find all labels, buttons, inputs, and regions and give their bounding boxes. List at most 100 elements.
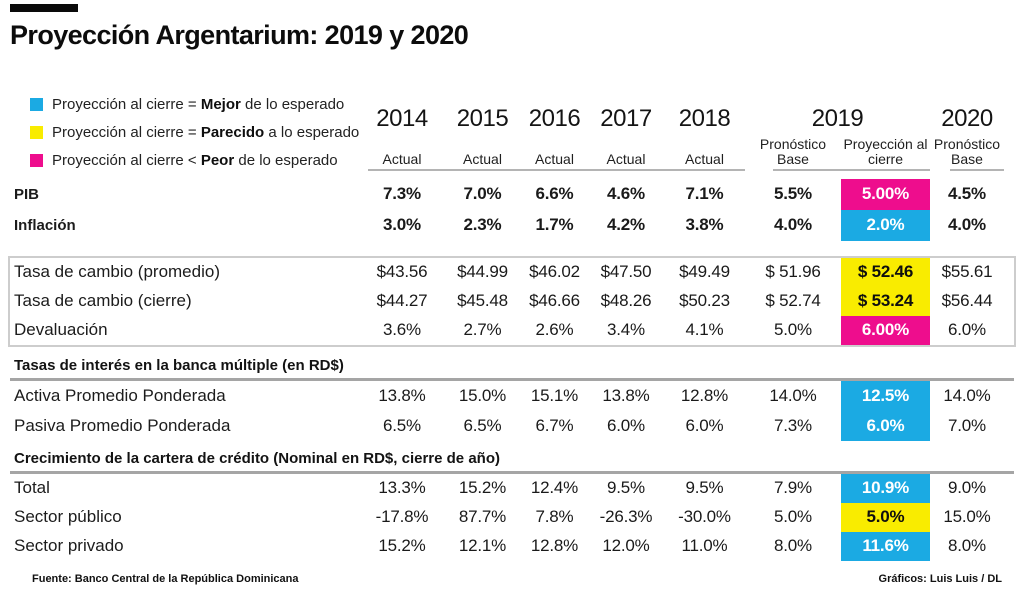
cell-value: 2.7% (463, 320, 502, 340)
header-year-2016: 2016 (528, 104, 581, 132)
cell-value: 6.5% (383, 415, 421, 435)
cell-value: 87.7% (458, 507, 507, 527)
table-row-sector-publico: Sector público -17.8% 87.7% 7.8% -26.3% … (10, 502, 1014, 532)
cell-value: 12.1% (458, 536, 507, 556)
header-year-2020: 2020 (941, 104, 993, 132)
cell-value: $49.49 (679, 262, 730, 282)
cell-value: 15.0% (943, 507, 991, 527)
legend-text-suffix: de lo esperado (240, 96, 345, 113)
cell-value: 7.9% (774, 478, 812, 498)
cell-value: 14.0% (769, 385, 817, 405)
header-rule-2020 (950, 168, 1004, 171)
cell-value-highlight: 6.00% (841, 315, 930, 345)
cell-value: 6.0% (685, 415, 724, 435)
cell-value: 9.5% (607, 478, 645, 498)
cell-value-highlight: 10.9% (841, 473, 930, 503)
cell-value: 12.8% (530, 536, 579, 556)
table-row-tasa-promedio: Tasa de cambio (promedio) $43.56 $44.99 … (10, 257, 1014, 287)
table-row-tasa-cierre: Tasa de cambio (cierre) $44.27 $45.48 $4… (10, 286, 1014, 316)
cell-value: 13.8% (378, 385, 426, 405)
cell-value: 6.0% (607, 415, 645, 435)
header-sublabels-row: Actual Actual Actual Actual Actual Pronó… (10, 136, 1014, 169)
legend-text-prefix: Proyección al cierre = (52, 124, 201, 141)
cell-value: 15.2% (458, 478, 507, 498)
source-credit: Fuente: Banco Central de la República Do… (32, 572, 299, 585)
cell-value: 4.5% (948, 184, 986, 204)
cell-value: 7.0% (463, 184, 502, 204)
legend-text-prefix: Proyección al cierre = (52, 96, 201, 113)
cell-value-highlight: $ 53.24 (841, 286, 930, 316)
header-year-2018: 2018 (678, 104, 731, 132)
cell-value: $44.27 (376, 291, 428, 311)
cell-value: $ 52.74 (765, 291, 821, 311)
row-label: Sector público (14, 507, 122, 527)
cell-value: 11.0% (681, 536, 728, 556)
cell-value: 14.0% (943, 385, 991, 405)
cell-value-highlight: 12.5% (841, 380, 930, 411)
legend-keyword: Peor (200, 152, 235, 169)
table-row-devaluacion: Devaluación 3.6% 2.7% 2.6% 3.4% 4.1% 5.0… (10, 315, 1014, 345)
cell-value: $43.56 (376, 262, 428, 282)
cell-value: 7.1% (685, 184, 724, 204)
cell-value: 7.3% (774, 415, 812, 435)
cell-value: 15.0% (458, 385, 507, 405)
cell-value: 4.0% (774, 215, 812, 235)
table-row-total: Total 13.3% 15.2% 12.4% 9.5% 9.5% 7.9% 1… (10, 473, 1014, 503)
page-title: Proyección Argentarium: 2019 y 2020 (10, 20, 469, 50)
cell-value: 4.6% (607, 184, 645, 204)
legend-text-suffix: de lo esperado (234, 152, 338, 169)
section-cartera-credito: Crecimiento de la cartera de crédito (No… (10, 450, 1014, 561)
cell-value-highlight: 6.0% (841, 410, 930, 441)
header-years-row: 2014 2015 2016 2017 2018 2019 2020 (10, 101, 1014, 137)
cell-value: $56.44 (941, 291, 993, 311)
legend-swatch-yellow (30, 126, 43, 139)
section-macro: PIB 7.3% 7.0% 6.6% 4.6% 7.1% 5.5% 5.00% … (10, 178, 1014, 241)
header-sub-pronostico-base-2019: Pronóstico Base (759, 135, 827, 168)
row-label: Pasiva Promedio Ponderada (14, 415, 231, 435)
table-row-inflacion: Inflación 3.0% 2.3% 1.7% 4.2% 3.8% 4.0% … (10, 209, 1014, 241)
legend-keyword: Mejor (200, 96, 241, 113)
cell-value: 4.0% (948, 215, 986, 235)
legend-text-suffix: a lo esperado (264, 124, 360, 141)
legend-item-mejor: Proyección al cierre = Mejor de lo esper… (30, 96, 359, 113)
cell-value: 6.7% (535, 415, 574, 435)
cell-value: 7.8% (535, 507, 574, 527)
legend-swatch-magenta (30, 154, 43, 167)
header-rules (10, 168, 1014, 171)
row-label: PIB (14, 185, 40, 203)
cell-value: 12.8% (680, 385, 729, 405)
cell-value: 9.5% (685, 478, 724, 498)
cell-value: 3.8% (685, 215, 724, 235)
graphics-credit: Gráficos: Luis Luis / DL (878, 572, 1002, 585)
section-title: Crecimiento de la cartera de crédito (No… (10, 450, 1014, 474)
row-label: Tasa de cambio (promedio) (14, 262, 220, 282)
cell-value: 15.2% (378, 536, 426, 556)
table-row-pasiva: Pasiva Promedio Ponderada 6.5% 6.5% 6.7%… (10, 410, 1014, 441)
cell-value-highlight: 2.0% (841, 209, 930, 241)
section-title: Tasas de interés en la banca múltiple (e… (10, 357, 1014, 381)
header-sub-actual: Actual (382, 151, 422, 168)
cell-value-highlight: 5.0% (841, 502, 930, 532)
cell-value: 1.7% (535, 215, 574, 235)
header-sub-pronostico-base-2020: Pronóstico Base (933, 135, 1001, 168)
cell-value: 13.8% (602, 385, 650, 405)
cell-value: 7.0% (948, 415, 986, 435)
cell-value: 8.0% (948, 536, 986, 556)
cell-value: 6.0% (948, 320, 986, 340)
cell-value: $ 51.96 (765, 262, 821, 282)
header-year-2017: 2017 (600, 104, 652, 132)
row-label: Inflación (14, 216, 76, 234)
header-year-2015: 2015 (456, 104, 509, 132)
cell-value: 4.2% (607, 215, 645, 235)
cell-value-highlight: $ 52.46 (841, 257, 930, 287)
cell-value: -17.8% (375, 507, 429, 527)
table-row-sector-privado: Sector privado 15.2% 12.1% 12.8% 12.0% 1… (10, 531, 1014, 561)
cell-value: 5.0% (774, 320, 812, 340)
cell-value: $50.23 (679, 291, 730, 311)
row-label: Devaluación (14, 320, 108, 340)
cell-value: -30.0% (678, 507, 731, 527)
cell-value: 3.4% (607, 320, 645, 340)
header-year-2014: 2014 (376, 104, 428, 132)
section-tasas-interes: Tasas de interés en la banca múltiple (e… (10, 357, 1014, 441)
cell-value: 5.5% (774, 184, 812, 204)
